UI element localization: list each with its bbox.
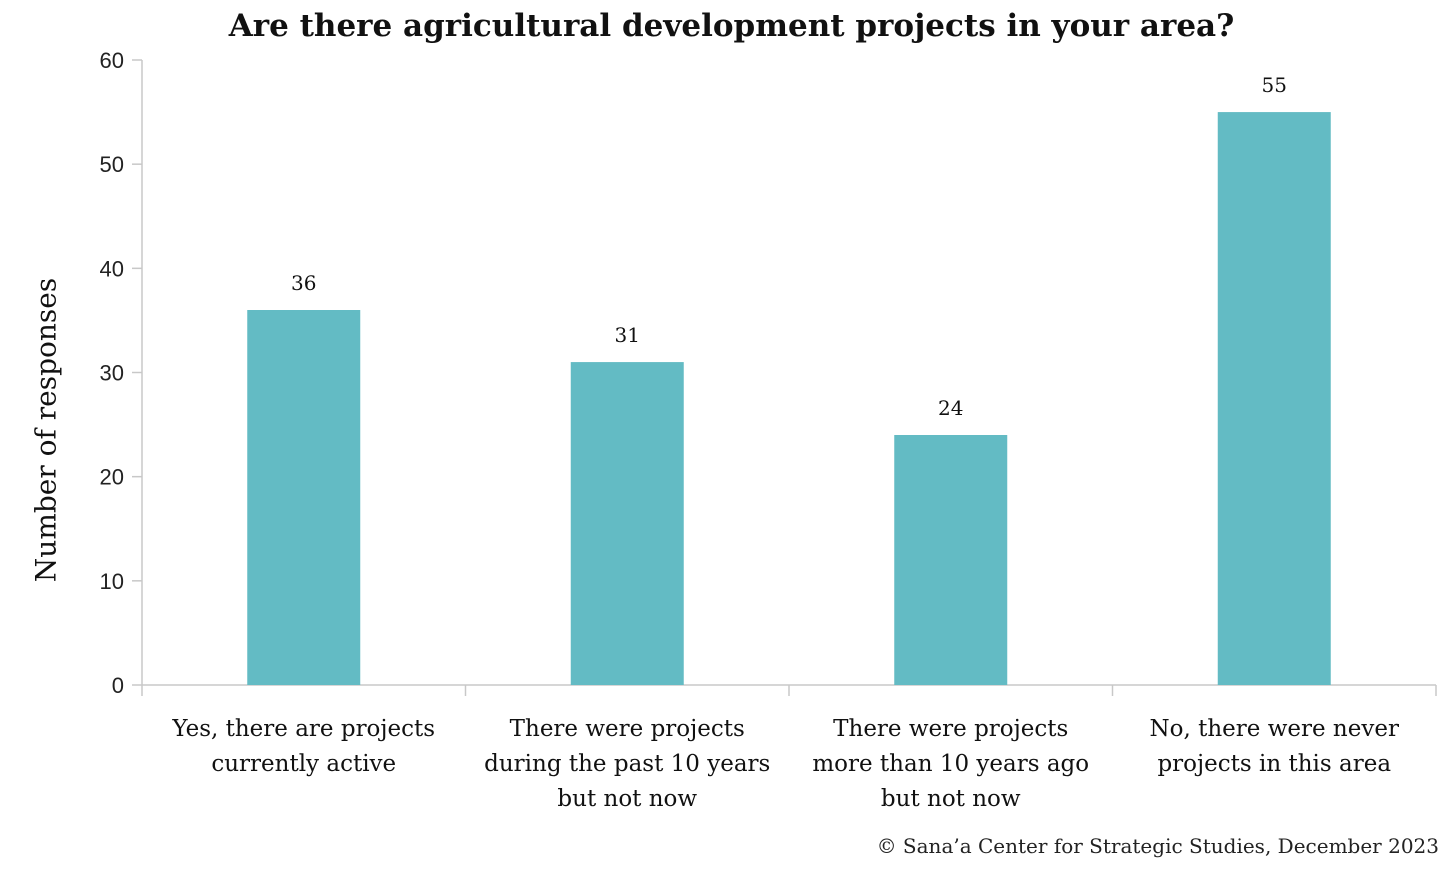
data-label: 55 xyxy=(1262,73,1287,97)
data-label: 31 xyxy=(615,323,640,347)
data-labels: 36 31 24 55 xyxy=(291,73,1287,420)
bar xyxy=(247,310,361,685)
data-label: 36 xyxy=(291,271,316,295)
x-category-label: There were projects during the past 10 y… xyxy=(484,716,771,812)
chart-title: Are there agricultural development proje… xyxy=(228,8,1235,44)
x-category-label: No, there were never projects in this ar… xyxy=(1149,716,1399,777)
y-tick-label: 20 xyxy=(100,465,124,490)
y-tick-label: 30 xyxy=(100,361,124,386)
bars xyxy=(247,112,1331,686)
y-tick-label: 40 xyxy=(100,256,124,281)
y-tick-label: 50 xyxy=(100,152,124,177)
source-credit: © Sana’a Center for Strategic Studies, D… xyxy=(876,834,1439,858)
y-tick-label: 0 xyxy=(112,673,124,698)
data-label: 24 xyxy=(938,396,963,420)
bar xyxy=(570,362,684,685)
bar xyxy=(1217,112,1331,686)
y-tick-label: 10 xyxy=(100,569,124,594)
y-tick-label: 60 xyxy=(100,48,124,73)
x-category-label: Yes, there are projects currently active xyxy=(172,716,436,777)
bar xyxy=(894,435,1008,685)
x-category-label: There were projects more than 10 years a… xyxy=(812,716,1090,812)
